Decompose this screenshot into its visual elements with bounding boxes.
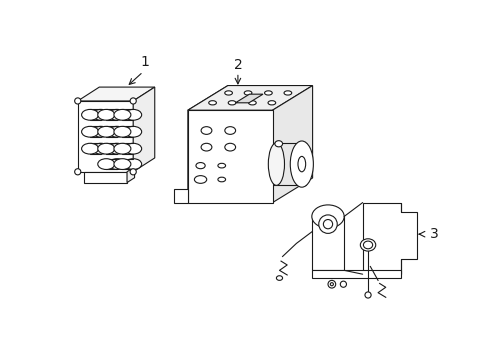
- Ellipse shape: [108, 159, 125, 170]
- Polygon shape: [272, 86, 312, 203]
- Ellipse shape: [290, 141, 313, 187]
- Ellipse shape: [224, 91, 232, 95]
- Text: 1: 1: [140, 55, 149, 69]
- Ellipse shape: [130, 98, 136, 104]
- Polygon shape: [187, 86, 227, 203]
- Ellipse shape: [244, 91, 251, 95]
- Polygon shape: [84, 172, 127, 183]
- Ellipse shape: [329, 283, 333, 286]
- Ellipse shape: [364, 292, 370, 298]
- Ellipse shape: [201, 127, 211, 134]
- Ellipse shape: [274, 141, 282, 147]
- Ellipse shape: [363, 241, 372, 249]
- Ellipse shape: [268, 143, 284, 185]
- Ellipse shape: [108, 126, 125, 137]
- Text: 2: 2: [233, 58, 242, 72]
- Polygon shape: [187, 86, 312, 110]
- Ellipse shape: [276, 276, 282, 280]
- Ellipse shape: [92, 109, 109, 120]
- Polygon shape: [311, 216, 344, 270]
- Ellipse shape: [218, 177, 225, 182]
- Ellipse shape: [327, 280, 335, 288]
- Ellipse shape: [92, 126, 109, 137]
- Ellipse shape: [196, 163, 205, 169]
- Ellipse shape: [130, 169, 136, 175]
- Polygon shape: [78, 101, 133, 172]
- Ellipse shape: [224, 143, 235, 151]
- Ellipse shape: [114, 126, 131, 137]
- Polygon shape: [174, 189, 187, 203]
- Ellipse shape: [98, 143, 115, 154]
- Ellipse shape: [98, 126, 115, 137]
- Ellipse shape: [124, 159, 142, 170]
- Ellipse shape: [92, 143, 109, 154]
- Ellipse shape: [248, 101, 256, 105]
- Ellipse shape: [264, 91, 272, 95]
- Ellipse shape: [340, 281, 346, 287]
- Ellipse shape: [224, 127, 235, 134]
- Ellipse shape: [98, 109, 115, 120]
- Polygon shape: [127, 167, 134, 183]
- Ellipse shape: [201, 143, 211, 151]
- Polygon shape: [78, 87, 154, 101]
- Ellipse shape: [114, 159, 131, 170]
- Ellipse shape: [124, 109, 142, 120]
- Ellipse shape: [75, 98, 81, 104]
- Polygon shape: [235, 94, 263, 103]
- Ellipse shape: [81, 109, 99, 120]
- Polygon shape: [133, 87, 154, 172]
- Ellipse shape: [218, 163, 225, 168]
- Ellipse shape: [75, 169, 81, 175]
- Polygon shape: [187, 110, 272, 203]
- Ellipse shape: [297, 156, 305, 172]
- Ellipse shape: [360, 239, 375, 251]
- Text: 3: 3: [429, 227, 438, 241]
- Ellipse shape: [267, 101, 275, 105]
- Ellipse shape: [124, 126, 142, 137]
- Ellipse shape: [114, 109, 131, 120]
- Ellipse shape: [323, 220, 332, 229]
- Ellipse shape: [81, 143, 99, 154]
- Polygon shape: [311, 270, 400, 278]
- Ellipse shape: [228, 101, 235, 105]
- Ellipse shape: [194, 176, 206, 183]
- Ellipse shape: [311, 205, 344, 228]
- Ellipse shape: [318, 215, 337, 233]
- Ellipse shape: [114, 143, 131, 154]
- Ellipse shape: [124, 143, 142, 154]
- Polygon shape: [362, 203, 416, 274]
- Ellipse shape: [284, 91, 291, 95]
- Ellipse shape: [208, 101, 216, 105]
- Ellipse shape: [108, 109, 125, 120]
- Ellipse shape: [108, 143, 125, 154]
- Ellipse shape: [98, 159, 115, 170]
- Ellipse shape: [81, 126, 99, 137]
